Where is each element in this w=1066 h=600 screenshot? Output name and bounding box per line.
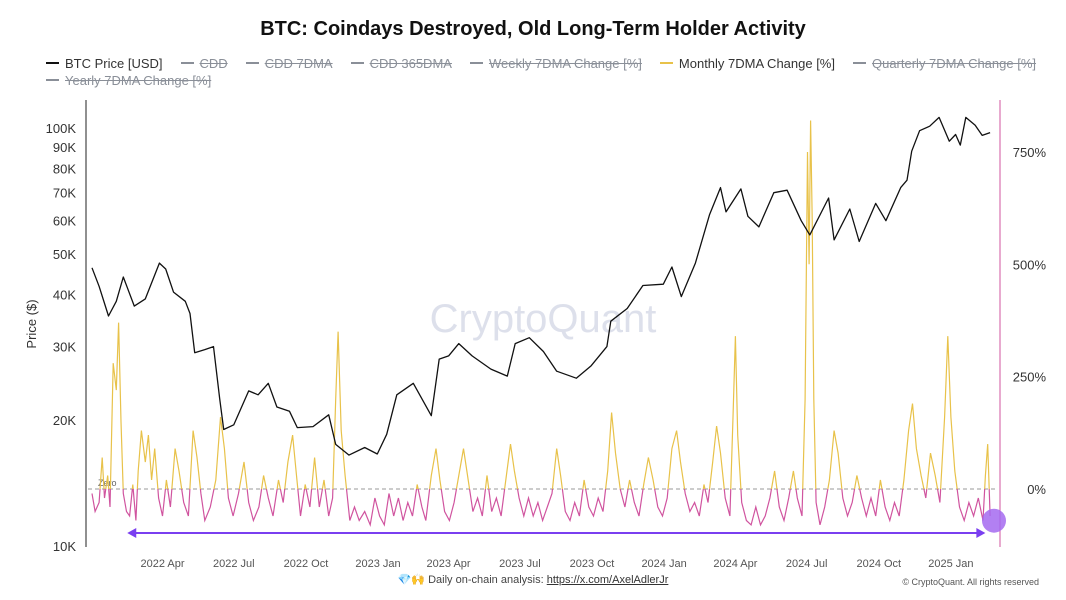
footer: 💎🙌 Daily on-chain analysis: https://x.co…: [0, 573, 1066, 586]
footer-link[interactable]: https://x.com/AxelAdlerJr: [546, 574, 669, 586]
legend-item[interactable]: CDD 365DMA: [350, 55, 452, 71]
x-tick-label: 2023 Oct: [570, 558, 615, 570]
y-tick-label: 80K: [53, 162, 76, 177]
y-tick-label: 30K: [53, 340, 76, 355]
legend-swatch: [852, 62, 866, 64]
y2-tick-label: 750%: [1013, 145, 1047, 160]
x-tick-label: 2024 Oct: [856, 558, 901, 570]
zero-label: Zero: [98, 478, 117, 488]
legend-item[interactable]: Quarterly 7DMA Change [%]: [852, 55, 1037, 71]
annotation-arrowhead-left: [127, 527, 137, 538]
legend-label: CDD 365DMA: [369, 55, 452, 71]
x-tick-label: 2023 Jul: [499, 558, 541, 570]
monthly-change-series: [91, 120, 991, 528]
y-tick-label: 90K: [53, 140, 76, 155]
y2-tick-label: 250%: [1013, 370, 1047, 385]
legend-swatch: [46, 79, 59, 81]
legend-label: Quarterly 7DMA Change [%]: [871, 55, 1037, 71]
x-tick-label: 2022 Jul: [213, 558, 255, 570]
legend-swatch: [245, 62, 259, 64]
y-tick-label: 100K: [46, 121, 77, 136]
annotation-marker: [982, 508, 1006, 533]
legend-swatch: [350, 62, 364, 64]
legend-swatch: [469, 62, 483, 64]
monthly-change-line-positive: [99, 120, 990, 489]
y-tick-label: 10K: [53, 539, 76, 554]
y-tick-label: 20K: [53, 413, 76, 428]
footer-prefix: 💎🙌 Daily on-chain analysis:: [397, 574, 547, 586]
x-tick-label: 2023 Jan: [355, 558, 400, 570]
legend-row-2: Yearly 7DMA Change [%]: [46, 69, 229, 88]
legend-label: BTC Price [USD]: [65, 55, 163, 71]
legend-label: CDD 7DMA: [264, 55, 333, 71]
y-tick-label: 50K: [53, 247, 76, 262]
annotation: [127, 508, 1006, 538]
legend-item[interactable]: Weekly 7DMA Change [%]: [469, 55, 642, 71]
copyright: © CryptoQuant. All rights reserved: [902, 577, 1039, 587]
x-tick-label: 2024 Apr: [713, 558, 757, 570]
y-tick-label: 60K: [53, 214, 76, 229]
legend-item[interactable]: CDD 7DMA: [245, 55, 333, 71]
chart-title: BTC: Coindays Destroyed, Old Long-Term H…: [260, 18, 806, 40]
y2-tick-label: 0%: [1027, 482, 1046, 497]
btc-price-line: [91, 116, 991, 456]
legend-label: Monthly 7DMA Change [%]: [678, 55, 835, 71]
legend-item[interactable]: BTC Price [USD]: [46, 56, 163, 71]
legend-label: CDD: [199, 55, 228, 71]
y-tick-label: 40K: [53, 287, 76, 302]
legend-row-1: BTC Price [USD] CDD CDD 7DMA CDD 365DMA Week…: [46, 52, 1054, 71]
legend-item[interactable]: Monthly 7DMA Change [%]: [659, 55, 835, 71]
x-tick-label: 2022 Apr: [141, 558, 185, 570]
legend-item[interactable]: Yearly 7DMA Change [%]: [46, 73, 211, 88]
annotation-arrowhead-right: [976, 527, 986, 538]
x-tick-label: 2022 Oct: [284, 558, 329, 570]
y-tick-label: 70K: [53, 186, 76, 201]
legend-swatch: [659, 62, 673, 64]
x-tick-label: 2024 Jan: [641, 558, 686, 570]
watermark: CryptoQuant: [430, 297, 657, 341]
legend-swatch: [46, 62, 59, 64]
monthly-change-line-negative: [91, 489, 991, 528]
price-series: [91, 116, 991, 456]
axes: 10K 20K 30K 40K 50K 60K 70K 80K 90K 100K 0% 250% 500…: [46, 100, 1047, 570]
x-tick-label: 2023 Apr: [427, 558, 471, 570]
legend-label: Weekly 7DMA Change [%]: [488, 55, 642, 71]
y2-tick-label: 500%: [1013, 257, 1047, 272]
x-tick-label: 2025 Jan: [928, 558, 973, 570]
y-axis-label: Price ($): [24, 299, 39, 348]
x-tick-label: 2024 Jul: [786, 558, 828, 570]
legend-item[interactable]: CDD: [180, 55, 228, 71]
legend-label: Yearly 7DMA Change [%]: [65, 72, 212, 88]
legend-swatch: [180, 62, 194, 64]
